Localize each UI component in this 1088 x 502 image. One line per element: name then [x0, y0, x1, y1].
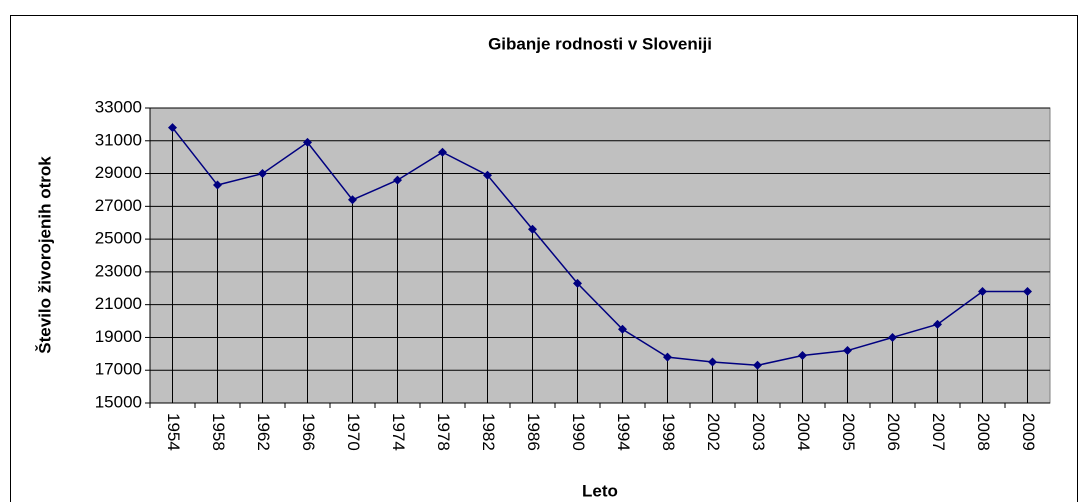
- y-tick-label: 15000: [95, 392, 142, 411]
- x-tick-label: 2008: [974, 413, 993, 451]
- marker: [483, 170, 492, 180]
- y-tick-label: 19000: [95, 327, 142, 346]
- x-tick-label: 1954: [164, 413, 183, 451]
- x-tick-label: 1998: [659, 413, 678, 451]
- x-tick-label: 1994: [614, 413, 633, 451]
- marker: [753, 360, 762, 370]
- y-tick-label: 27000: [95, 196, 142, 215]
- marker: [168, 123, 177, 133]
- x-tick-label: 2002: [704, 413, 723, 451]
- x-tick-label: 2006: [884, 413, 903, 451]
- chart-title: Gibanje rodnosti v Sloveniji: [488, 34, 712, 53]
- marker: [708, 357, 717, 367]
- x-tick-label: 2009: [1019, 413, 1038, 451]
- y-tick-label: 17000: [95, 360, 142, 379]
- x-tick-label: 1958: [209, 413, 228, 451]
- x-tick-label: 1986: [524, 413, 543, 451]
- marker: [978, 287, 987, 297]
- series-line: [171, 127, 1028, 367]
- x-tick-label: 1962: [254, 413, 273, 451]
- x-tick-label: 1990: [569, 413, 588, 451]
- y-tick-label: 23000: [95, 261, 142, 280]
- x-tick-label: 1974: [389, 413, 408, 451]
- marker: [303, 137, 312, 147]
- x-tick-label: 1982: [479, 413, 498, 451]
- x-tick-label: 1966: [299, 413, 318, 451]
- marker: [933, 319, 942, 329]
- marker: [438, 147, 447, 157]
- y-tick-label: 25000: [95, 229, 142, 248]
- y-tick-label: 33000: [95, 97, 142, 116]
- plot-area: [149, 107, 1051, 404]
- marker: [213, 180, 222, 190]
- x-tick-label: 2003: [749, 413, 768, 451]
- y-axis-title: Število živorojenih otrok: [35, 156, 54, 354]
- marker: [798, 350, 807, 360]
- y-tick-label: 21000: [95, 294, 142, 313]
- x-tick-label: 2004: [794, 413, 813, 451]
- x-tick-label: 1978: [434, 413, 453, 451]
- marker: [663, 352, 672, 362]
- x-tick-label: 1970: [344, 413, 363, 451]
- marker: [573, 278, 582, 288]
- y-tick-label: 31000: [95, 130, 142, 149]
- marker: [528, 224, 537, 234]
- x-tick-label: 2007: [929, 413, 948, 451]
- x-tick-label: 2005: [839, 413, 858, 451]
- y-tick-label: 29000: [95, 163, 142, 182]
- marker: [888, 332, 897, 342]
- x-axis-title: Leto: [582, 481, 618, 500]
- marker: [843, 346, 852, 356]
- marker: [1023, 287, 1032, 297]
- marker: [348, 195, 357, 205]
- marker: [393, 175, 402, 185]
- marker: [618, 324, 627, 334]
- marker: [258, 169, 267, 179]
